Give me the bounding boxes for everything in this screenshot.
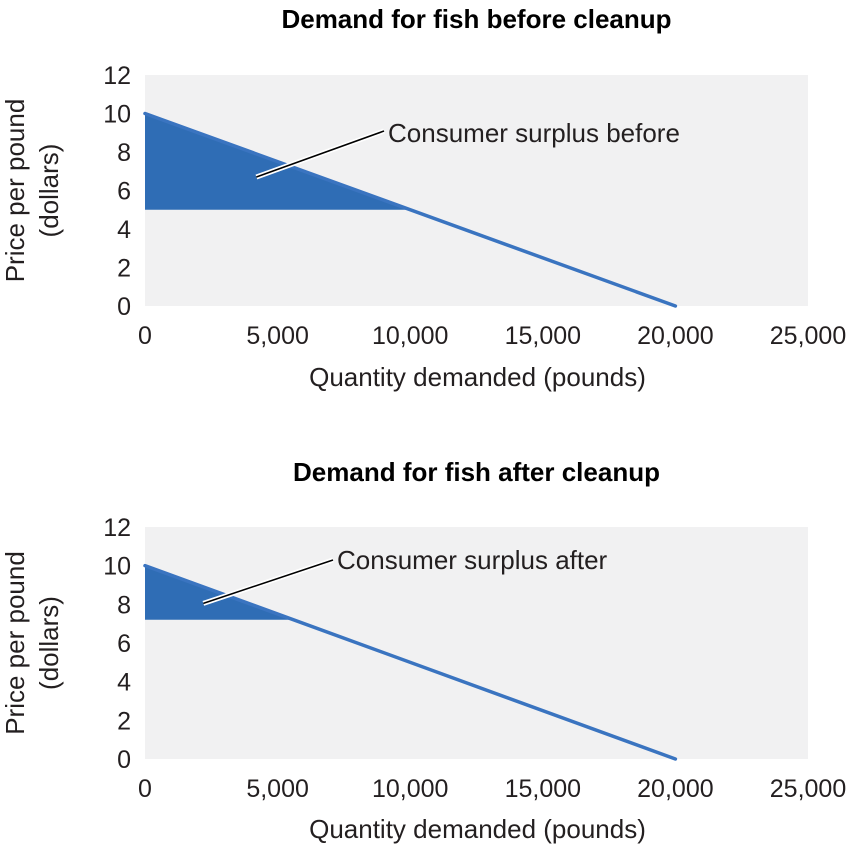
x-tick-label: 0 <box>138 322 152 350</box>
x-tick-label: 5,000 <box>246 775 309 803</box>
x-tick-label: 15,000 <box>505 775 581 803</box>
chart-before-cleanup: Demand for fish before cleanup 0 2 4 6 8 10 12 0… <box>0 4 846 392</box>
demand-line <box>143 563 678 761</box>
y-tick-label: 10 <box>103 553 131 581</box>
x-tick-label: 15,000 <box>505 322 581 350</box>
x-tick-label: 5,000 <box>246 322 309 350</box>
x-tick-label: 10,000 <box>372 775 448 803</box>
x-axis-label: Quantity demanded (pounds) <box>309 814 646 844</box>
y-tick-label: 4 <box>117 216 131 244</box>
chart-after-cleanup: Demand for fish after cleanup 0 2 4 6 8 10 12 0 5… <box>0 457 846 844</box>
x-tick-label: 0 <box>138 775 152 803</box>
y-tick-label: 0 <box>117 293 131 321</box>
y-tick-label: 8 <box>117 591 131 619</box>
annotation-label: Consumer surplus before <box>388 118 680 148</box>
y-axis-label: (dollars) <box>34 596 64 690</box>
y-axis-label: Price per pound <box>0 551 30 735</box>
annotation-leader-line <box>203 559 334 605</box>
y-axis-label: (dollars) <box>34 144 64 238</box>
y-axis-label: Price per pound <box>0 99 30 283</box>
x-axis-label: Quantity demanded (pounds) <box>309 362 646 392</box>
y-tick-label: 0 <box>117 746 131 774</box>
x-tick-label: 20,000 <box>637 322 713 350</box>
y-tick-label: 6 <box>117 178 131 206</box>
chart-title: Demand for fish before cleanup <box>281 4 671 34</box>
annotation-leader-line <box>256 130 385 178</box>
annotation-label: Consumer surplus after <box>337 545 608 575</box>
x-tick-label: 25,000 <box>770 322 846 350</box>
y-tick-label: 2 <box>117 707 131 735</box>
y-tick-label: 6 <box>117 630 131 658</box>
plot-area <box>145 527 808 759</box>
x-tick-label: 20,000 <box>637 775 713 803</box>
y-tick-label: 10 <box>103 101 131 129</box>
y-tick-label: 4 <box>117 669 131 697</box>
chart-title: Demand for fish after cleanup <box>293 457 660 487</box>
x-tick-label: 10,000 <box>372 322 448 350</box>
demand-line <box>143 111 678 308</box>
y-tick-label: 12 <box>103 514 131 542</box>
x-tick-label: 25,000 <box>770 775 846 803</box>
y-tick-label: 12 <box>103 62 131 90</box>
y-tick-label: 2 <box>117 255 131 283</box>
y-tick-label: 8 <box>117 139 131 167</box>
